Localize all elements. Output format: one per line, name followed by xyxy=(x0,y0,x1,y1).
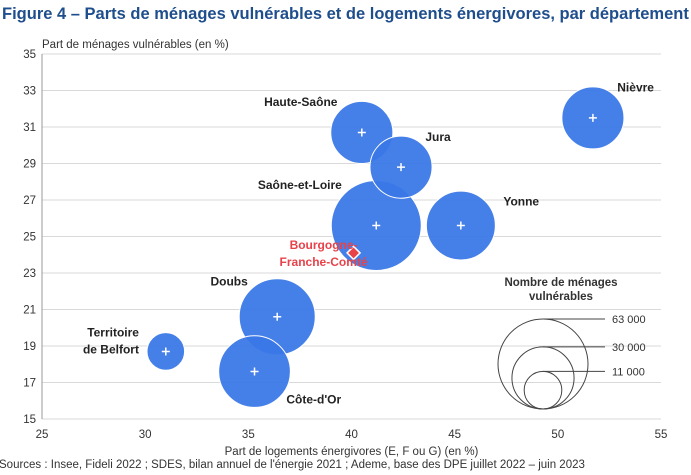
bubble-label: Nièvre xyxy=(617,81,654,95)
y-tick-label: 35 xyxy=(23,49,36,61)
size-legend: Nombre de ménages vulnérables 63 000 30 000… xyxy=(497,277,646,410)
bubble-center-marker xyxy=(161,347,170,356)
y-tick-label: 21 xyxy=(23,305,36,317)
bubble-label-line: de Belfort xyxy=(83,342,139,356)
bubble-center-marker xyxy=(250,367,259,376)
region-label-line: Franche-Comté xyxy=(280,255,368,269)
bubble-center-marker xyxy=(456,221,465,230)
figure-title: Figure 4 – Parts de ménages vulnérables … xyxy=(2,5,689,23)
bubble-label-line: Jura xyxy=(425,130,451,144)
bubble-label: Côte-d'Or xyxy=(286,392,341,406)
bubble-center-marker xyxy=(273,312,282,321)
legend-title-line: Nombre de ménages xyxy=(504,277,617,289)
bubble-label: Haute-Saône xyxy=(264,95,338,109)
legend-circle xyxy=(523,370,563,410)
y-tick-label: 17 xyxy=(23,378,36,390)
y-tick-label: 25 xyxy=(23,232,36,244)
bubble-label-line: Nièvre xyxy=(617,81,654,95)
bubble-label-line: Doubs xyxy=(210,274,248,288)
legend-value: 63 000 xyxy=(612,314,646,326)
legend-circle xyxy=(511,346,575,410)
region-label: Bourgogne- Franche-Comté xyxy=(280,238,368,269)
bubble-label-line: Saône-et-Loire xyxy=(258,178,342,192)
bubble-label-line: Haute-Saône xyxy=(264,95,338,109)
x-tick-label: 55 xyxy=(655,429,668,441)
x-tick-label: 35 xyxy=(242,429,255,441)
bubble-center-marker xyxy=(372,221,381,230)
x-tick-label: 40 xyxy=(345,429,358,441)
bubble-labels: Nièvre Haute-Saône Jura Saône-et-Loire Yonne… xyxy=(83,81,654,407)
bubble-label: Territoire de Belfort xyxy=(83,325,139,356)
bubble-center-marker xyxy=(397,163,406,172)
region-label-line: Bourgogne- xyxy=(290,238,358,252)
bubble-label-line: Territoire xyxy=(87,325,139,339)
region-diamond xyxy=(346,245,362,261)
bubble-label-line: Côte-d'Or xyxy=(286,392,341,406)
legend-circle xyxy=(497,318,589,410)
bubble-label: Saône-et-Loire xyxy=(258,178,342,192)
y-tick-label: 31 xyxy=(23,122,36,134)
x-tick-label: 30 xyxy=(139,429,152,441)
y-axis-title: Part de ménages vulnérables (en %) xyxy=(42,39,229,51)
x-tick-label: 50 xyxy=(551,429,564,441)
axes: 15 17 19 21 23 25 27 29 31 33 35 25 30 35 40 45 50 55 Part… xyxy=(23,39,667,458)
y-tick-label: 27 xyxy=(23,195,36,207)
y-tick-label: 33 xyxy=(23,86,36,98)
bubble-label-line: Yonne xyxy=(503,195,539,209)
bubble-center-marker xyxy=(357,128,366,137)
legend-value: 30 000 xyxy=(612,342,646,354)
legend-title: Nombre de ménages vulnérables xyxy=(504,277,617,303)
bubble-center-marker xyxy=(588,113,597,122)
bubbles xyxy=(146,86,625,408)
x-tick-label: 45 xyxy=(448,429,461,441)
bubble-label: Yonne xyxy=(503,195,539,209)
y-tick-label: 23 xyxy=(23,268,36,280)
legend-value: 11 000 xyxy=(612,366,645,378)
x-tick-label: 25 xyxy=(36,429,49,441)
bubble-label: Doubs xyxy=(210,274,248,288)
source-note: Sources : Insee, Fideli 2022 ; SDES, bil… xyxy=(0,459,585,471)
bubble-label: Jura xyxy=(425,130,451,144)
y-tick-label: 19 xyxy=(23,341,36,353)
y-tick-label: 15 xyxy=(23,414,36,426)
x-axis-title: Part de logements énergivores (E, F ou G… xyxy=(225,446,479,458)
legend-title-line: vulnérables xyxy=(529,291,593,303)
y-tick-label: 29 xyxy=(23,159,36,171)
